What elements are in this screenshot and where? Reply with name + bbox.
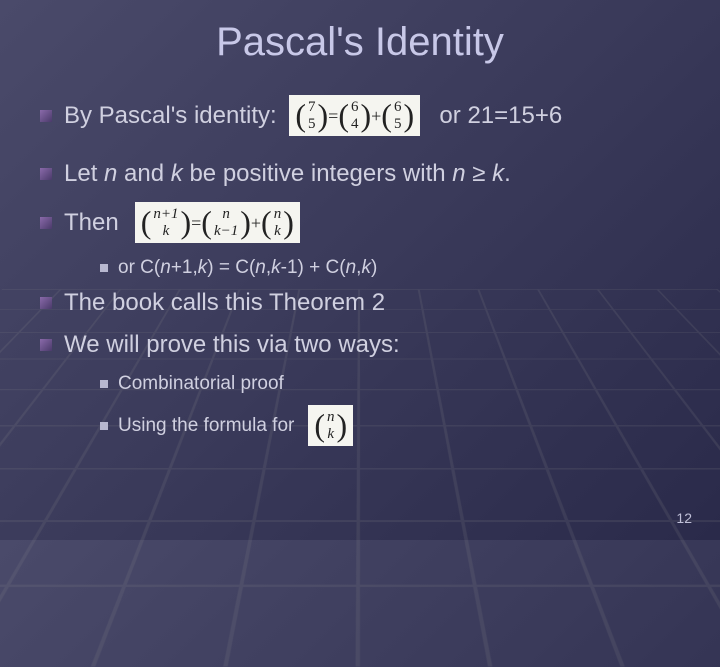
sub-bullet-icon	[100, 380, 108, 388]
bullet-line-2: Let n and k be positive integers with n …	[40, 160, 680, 188]
slide-content: Pascal's Identity By Pascal's identity: …	[0, 0, 720, 540]
slide-title: Pascal's Identity	[40, 20, 680, 65]
sub-bullet-2: Combinatorial proof	[100, 373, 680, 395]
bullet-icon	[40, 297, 52, 309]
line1-pre: By Pascal's identity:	[64, 102, 283, 130]
bullet-line-4: The book calls this Theorem 2	[40, 289, 680, 317]
bullet-line-1: By Pascal's identity: (75) = (64) + (65)…	[40, 95, 680, 136]
bullet-icon	[40, 339, 52, 351]
equation-2: (n+1k) = (nk−1) + (nk)	[135, 202, 300, 243]
sub-bullet-1: or C( n +1, k ) = C( n , k -1) + C( n , …	[100, 257, 680, 279]
sub-bullet-3: Using the formula for (nk)	[100, 405, 680, 446]
sub-bullet-icon	[100, 264, 108, 272]
line1-post: or 21=15+6	[426, 102, 562, 130]
bullet-icon	[40, 168, 52, 180]
equation-1: (75) = (64) + (65)	[289, 95, 420, 136]
bullet-line-3: Then (n+1k) = (nk−1) + (nk)	[40, 202, 680, 243]
bullet-icon	[40, 110, 52, 122]
slide-number: 12	[676, 510, 692, 526]
bullet-icon	[40, 217, 52, 229]
bullet-line-5: We will prove this via two ways:	[40, 331, 680, 359]
sub-bullet-icon	[100, 422, 108, 430]
equation-3: (nk)	[308, 405, 353, 446]
